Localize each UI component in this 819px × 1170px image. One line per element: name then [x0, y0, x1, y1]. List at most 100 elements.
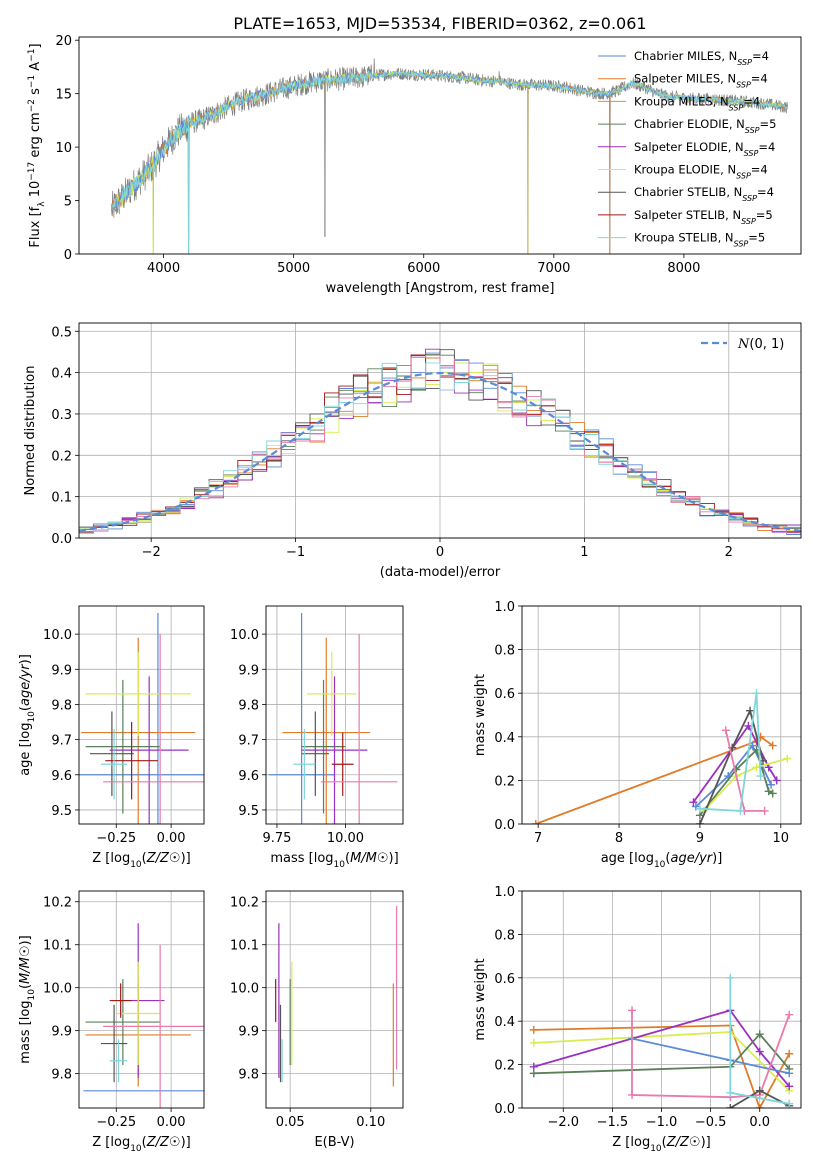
x-tick-label: 0.00: [157, 1115, 186, 1130]
series-marker: [785, 1082, 794, 1091]
age-vs-Z-axes: −0.25 0.00 9.5 9.6 9.7 9.8 9.9 10.0 Z [log10(Z/Z…: [18, 605, 205, 870]
y-tick-label: 0.0: [51, 532, 72, 547]
x-tick-label: −2: [142, 545, 161, 560]
x-tick-label: −2.0: [547, 1115, 579, 1130]
errorbar-point: [301, 679, 346, 814]
x-axis-label: age [log10(age/yr)]: [601, 851, 723, 870]
normal-curve: [79, 371, 801, 532]
legend-label: Kroupa STELIB, NSSP=5: [634, 231, 765, 249]
y-axis-label: mass weight: [473, 958, 488, 1040]
y-tick-label: 10.1: [43, 939, 72, 954]
series-marker: [755, 1104, 764, 1108]
y-tick-label: 9.6: [238, 769, 259, 784]
legend-label: Salpeter MILES, NSSP=4: [634, 72, 768, 90]
y-tick-label: 0.2: [494, 774, 515, 789]
x-tick-label: 1: [580, 545, 588, 560]
axes-frame: [78, 36, 802, 255]
legend-label: Chabrier ELODIE, NSSP=5: [634, 117, 776, 135]
y-tick-label: 10.0: [43, 628, 72, 643]
x-tick-label: 10: [773, 831, 790, 846]
x-axis-label: Z [log10(Z/Z☉)]: [612, 1135, 711, 1154]
series-marker: [726, 1104, 735, 1108]
errorbar-point: [109, 676, 189, 824]
y-tick-label: 20: [55, 34, 72, 49]
y-tick-label: 1.0: [494, 600, 515, 615]
y-tick-label: 0.0: [494, 1102, 515, 1117]
spectrum-plot-area: [111, 58, 789, 254]
x-tick-label: −0.25: [96, 831, 136, 846]
series-marker: [756, 772, 765, 781]
y-tick-label: 0: [64, 248, 72, 263]
y-tick-label: 5: [64, 195, 72, 210]
x-tick-label: 4000: [147, 261, 180, 276]
massweight-vs-age-axes: 7 8 9 10 0.0 0.2 0.4 0.6 0.8 1.0 age [log10(age/yr…: [473, 600, 802, 870]
y-tick-label: 15: [55, 88, 72, 103]
series-marker: [764, 787, 773, 796]
errorbar-point: [79, 613, 204, 824]
y-tick-label: 0.1: [51, 491, 72, 506]
x-tick-label: 0: [436, 545, 444, 560]
errorbar-point: [331, 732, 354, 796]
series-marker: [689, 798, 698, 807]
errorbar-point: [268, 613, 335, 824]
errorbar-point: [85, 979, 161, 1066]
y-tick-label: 0.6: [494, 972, 515, 987]
y-tick-label: 9.8: [238, 1068, 259, 1083]
series-marker: [726, 973, 735, 982]
legend-label: Kroupa ELODIE, NSSP=4: [634, 163, 768, 181]
y-tick-label: 10.2: [43, 896, 72, 911]
x-tick-label: 8000: [667, 261, 700, 276]
y-tick-label: 9.9: [51, 663, 72, 678]
series-marker: [721, 726, 730, 735]
x-axis-label: mass [log10(M/M☉)]: [270, 851, 398, 870]
legend-label: Chabrier STELIB, NSSP=4: [634, 185, 774, 203]
legend-label: Kroupa MILES, NSSP=4: [634, 94, 760, 112]
series-marker: [628, 1006, 637, 1015]
axes-frame: [265, 605, 404, 825]
x-tick-label: −1: [286, 545, 305, 560]
series-marker: [691, 802, 700, 811]
y-tick-label: 0.6: [494, 687, 515, 702]
mass-weight-series: [695, 745, 777, 820]
series-marker: [746, 706, 755, 715]
legend-label: N(0, 1): [737, 337, 784, 352]
observed-spectrum: [111, 58, 789, 254]
axes-frame: [78, 605, 205, 825]
y-axis-label: mass [log10(M/M☉)]: [18, 935, 37, 1063]
mass-vs-Z-axes: −0.25 0.00 9.8 9.9 10.0 10.1 10.2 Z [log10(Z/Z☉…: [18, 890, 205, 1154]
series-marker: [760, 806, 769, 815]
y-tick-label: 9.6: [51, 769, 72, 784]
errorbar-point: [301, 711, 330, 796]
y-tick-label: 0.4: [494, 1015, 515, 1030]
y-tick-label: 0.4: [494, 731, 515, 746]
mass-weight-series: [726, 1086, 794, 1108]
errorbar-point: [85, 651, 191, 737]
figure-title: PLATE=1653, MJD=53534, FIBERID=0362, z=0…: [233, 14, 646, 33]
mass-weight-series: [726, 973, 794, 1108]
errorbar-point: [109, 1039, 128, 1083]
x-tick-label: 0.10: [356, 1115, 385, 1130]
axes-frame: [78, 890, 205, 1109]
y-tick-label: 9.9: [51, 1025, 72, 1040]
y-tick-label: 0.0: [494, 818, 515, 833]
y-tick-label: 9.7: [51, 734, 72, 749]
y-tick-label: 9.7: [238, 734, 259, 749]
x-tick-label: 2: [725, 545, 733, 560]
x-tick-label: 0.0: [749, 1115, 770, 1130]
errorbar-point: [103, 944, 204, 1108]
y-tick-label: 9.8: [238, 698, 259, 713]
histogram-step: [79, 362, 801, 538]
x-tick-label: 6000: [407, 261, 440, 276]
age-vs-Z-plot-area: [79, 613, 204, 824]
axes-frame: [265, 890, 404, 1109]
series-marker: [755, 1030, 764, 1039]
series-marker: [783, 754, 792, 763]
series-marker: [531, 820, 540, 824]
legend-label: Salpeter ELODIE, NSSP=4: [634, 140, 775, 158]
series-marker: [785, 1069, 794, 1078]
residual-hist-plot-area: [79, 348, 801, 538]
y-tick-label: 0.8: [494, 928, 515, 943]
y-axis-label: mass weight: [473, 674, 488, 756]
y-tick-label: 9.8: [51, 1068, 72, 1083]
